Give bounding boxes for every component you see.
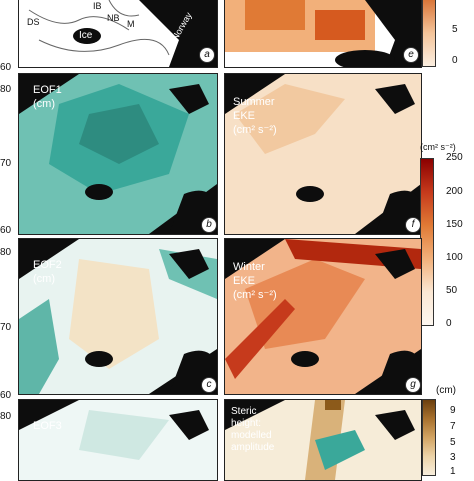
panel-g-title-2: EKE	[233, 275, 256, 287]
panel-f-title-1: Summer	[233, 96, 275, 108]
colorbar-top	[422, 0, 436, 67]
panel-h-title-2: height:	[231, 418, 262, 429]
panel-g-title-1: Winter	[233, 261, 265, 273]
panel-g-title-3: (cm² s⁻²)	[233, 289, 277, 301]
panel-c-unit: (cm)	[33, 273, 55, 285]
colorbar-eke	[420, 158, 434, 326]
label-ice: Ice	[79, 30, 93, 41]
colorbar-steric-tick-5: 5	[450, 437, 456, 448]
panel-e-map	[225, 0, 421, 67]
panel-letter-b: b	[201, 217, 217, 233]
panel-a-map	[28, 0, 217, 67]
panel-h-title-3: modelled	[231, 430, 272, 441]
label-ds: DS	[27, 17, 40, 27]
colorbar-top-tick-0: 0	[452, 55, 458, 66]
panel-f-title-3: (cm² s⁻²)	[233, 124, 277, 136]
colorbar-eke-tick-0: 0	[446, 318, 452, 329]
panel-letter-g: g	[405, 377, 421, 393]
colorbar-steric-tick-7: 7	[450, 421, 456, 432]
panel-letter-c: c	[201, 377, 217, 393]
colorbar-eke-tick-150: 150	[446, 219, 463, 230]
panel-letter-a: a	[199, 47, 215, 63]
panel-b-title: EOF1	[33, 84, 62, 96]
panel-b: EOF1 (cm) b	[18, 73, 218, 235]
panel-f-map	[225, 74, 421, 234]
panel-g-map	[225, 239, 421, 394]
panel-c-title: EOF2	[33, 259, 62, 271]
panel-d-title: EOF3	[33, 420, 62, 432]
lat-label-80-c: 80	[0, 247, 12, 258]
panel-e: e	[224, 0, 422, 68]
colorbar-eke-unit: (cm² s⁻²)	[420, 142, 456, 152]
lat-label-70-b: 70	[0, 158, 12, 169]
panel-h-map	[225, 400, 421, 480]
panel-f: Summer EKE (cm² s⁻²) f	[224, 73, 422, 235]
colorbar-steric	[422, 399, 436, 476]
lat-label-60-b: 60	[0, 225, 12, 236]
colorbar-steric-tick-9: 9	[450, 405, 456, 416]
colorbar-eke-tick-250: 250	[446, 152, 463, 163]
panel-d-map	[19, 400, 217, 480]
colorbar-eke-tick-100: 100	[446, 252, 463, 263]
colorbar-eke-tick-200: 200	[446, 186, 463, 197]
panel-letter-e: e	[403, 47, 419, 63]
lat-label-60-a: 60	[0, 62, 12, 73]
panel-g: Winter EKE (cm² s⁻²) g	[224, 238, 422, 395]
colorbar-eke-tick-50: 50	[446, 285, 458, 296]
colorbar-steric-tick-3: 3	[450, 452, 456, 463]
panel-c: EOF2 (cm) c	[18, 238, 218, 395]
panel-h-title-4: amplitude	[231, 442, 275, 453]
panel-h-title-1: Steric	[231, 406, 257, 417]
label-ib: IB	[93, 1, 102, 11]
lat-label-80-b: 80	[0, 84, 12, 95]
label-nb: NB	[107, 13, 120, 23]
lat-label-70-c: 70	[0, 322, 12, 333]
panel-letter-f: f	[405, 217, 421, 233]
panel-b-unit: (cm)	[33, 98, 55, 110]
colorbar-steric-unit: (cm)	[436, 385, 456, 396]
panel-b-map	[19, 74, 217, 234]
panel-d: EOF3	[18, 399, 218, 481]
panel-h: Steric height: modelled amplitude	[224, 399, 422, 481]
colorbar-top-tick-5: 5	[452, 24, 458, 35]
lat-label-80-d: 80	[0, 411, 12, 422]
label-m: M	[127, 19, 135, 29]
panel-a-bathymetry: DS IB NB M Ice Norway a	[18, 0, 218, 68]
colorbar-steric-tick-1: 1	[450, 466, 456, 477]
panel-f-title-2: EKE	[233, 110, 256, 122]
lat-label-60-c: 60	[0, 390, 12, 401]
